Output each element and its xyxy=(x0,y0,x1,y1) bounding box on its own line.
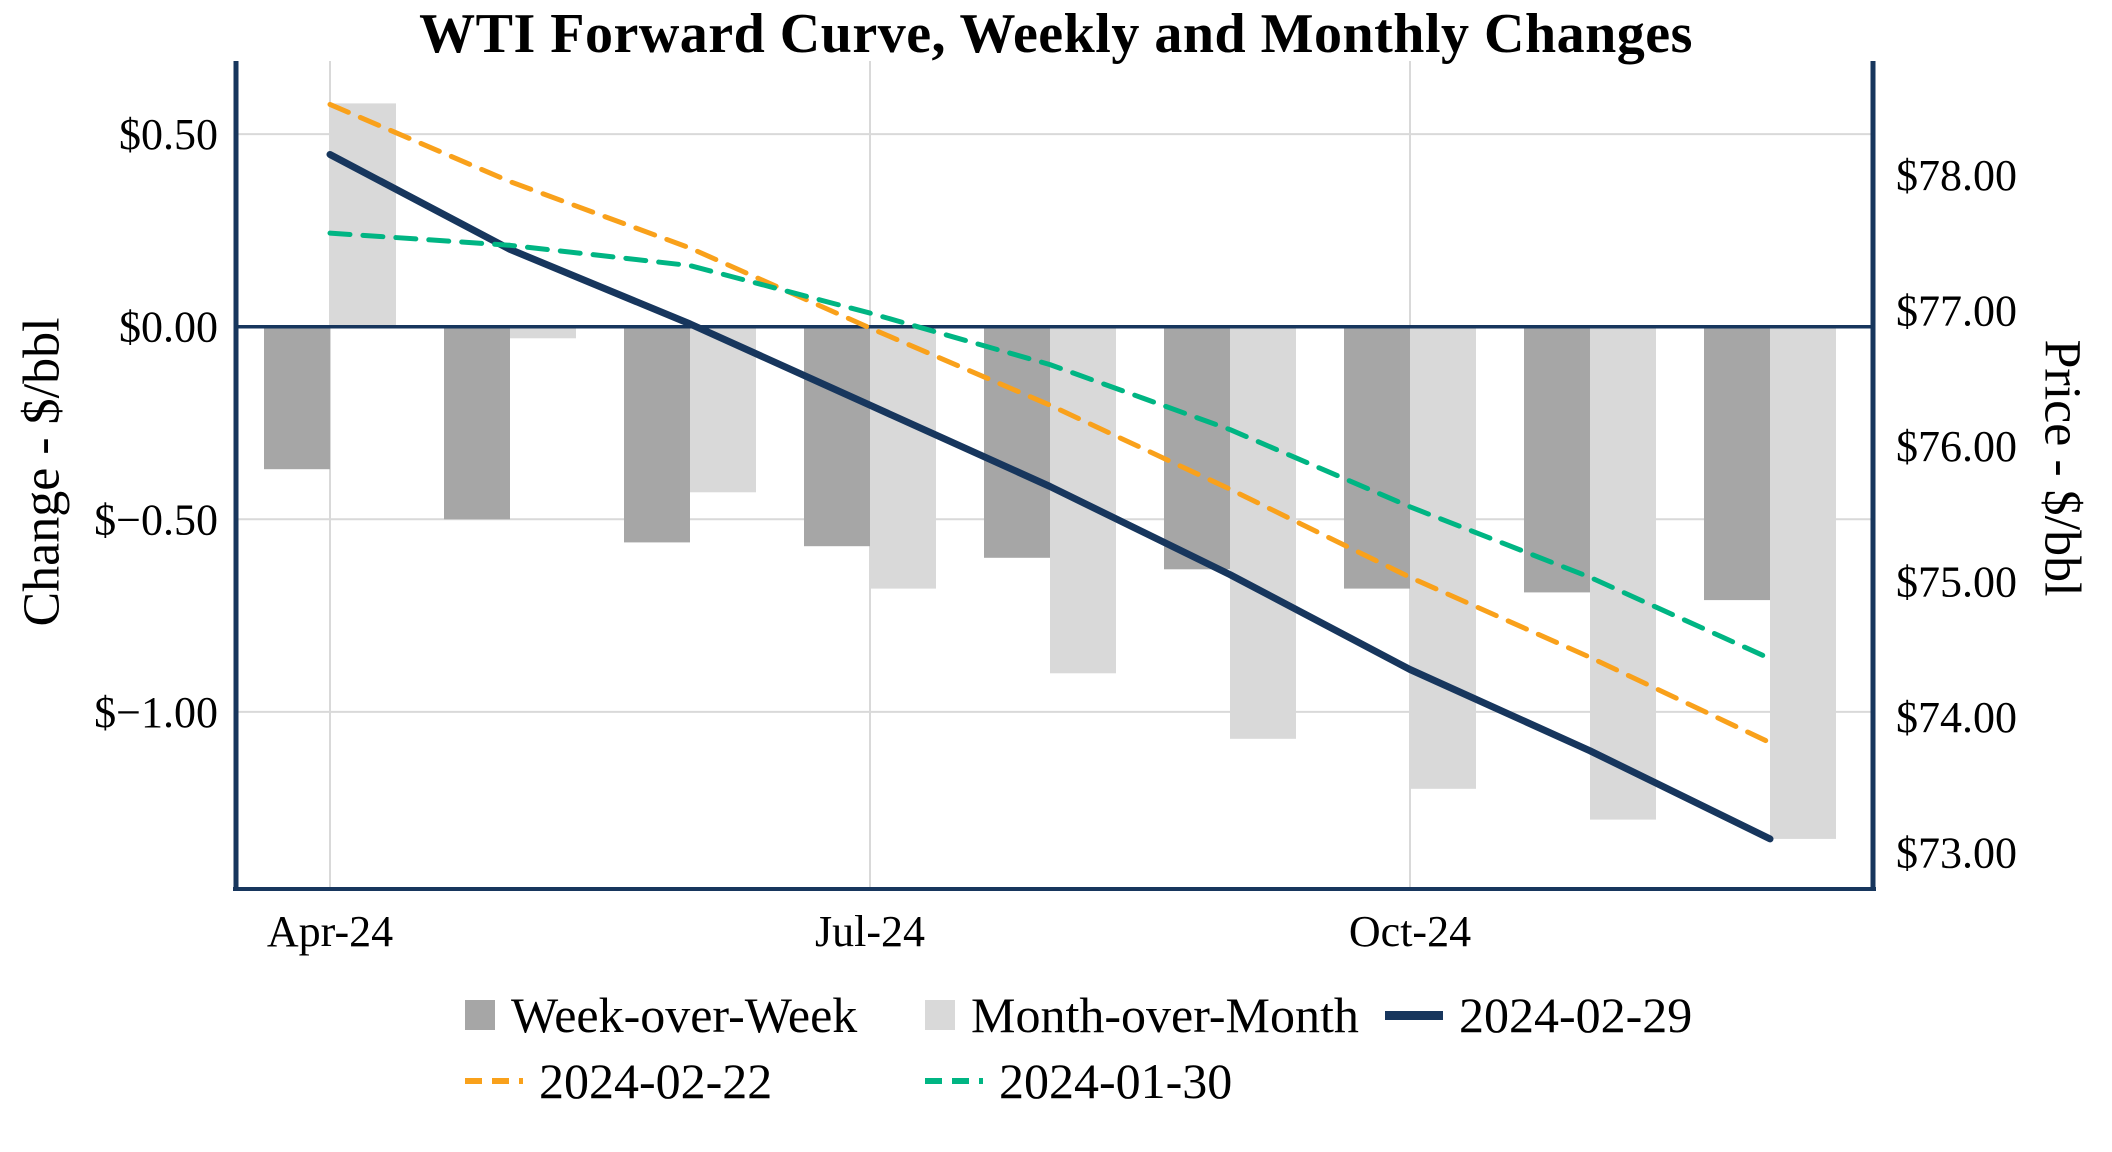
legend: Week-over-Week Month-over-Month 2024-02-… xyxy=(465,982,1945,1114)
bar-wow-Aug-24 xyxy=(984,326,1050,558)
right-tick-label: $74.00 xyxy=(1896,693,2017,742)
bar-wow-Oct-24 xyxy=(1344,326,1410,589)
legend-label-2024-02-29: 2024-02-29 xyxy=(1459,987,1693,1043)
bar-wow-Sep-24 xyxy=(1164,326,1230,570)
bar-mom-Apr-24 xyxy=(330,103,396,327)
month-over-month-swatch-icon xyxy=(925,1000,955,1030)
bar-mom-Jul-24 xyxy=(870,326,936,589)
line-2024-02-22 xyxy=(327,101,1773,746)
chart-title: WTI Forward Curve, Weekly and Monthly Ch… xyxy=(419,3,1693,65)
bar-mom-May-24 xyxy=(510,326,576,339)
line-2024-01-30 xyxy=(327,230,1773,662)
right-tick-label: $77.00 xyxy=(1896,286,2017,335)
legend-label-month-over-month: Month-over-Month xyxy=(971,987,1359,1043)
bar-wow-Apr-24 xyxy=(264,326,330,470)
bar-mom-Sep-24 xyxy=(1230,326,1296,739)
right-tick-label: $75.00 xyxy=(1896,557,2017,606)
legend-item-month-over-month: Month-over-Month xyxy=(925,986,1385,1044)
left-tick-label: $−0.50 xyxy=(94,495,218,544)
x-tick-label: Oct-24 xyxy=(1349,907,1471,956)
bar-wow-May-24 xyxy=(444,326,510,520)
week-over-week-swatch-icon xyxy=(465,1000,495,1030)
legend-label-2024-02-22: 2024-02-22 xyxy=(539,1053,773,1109)
bar-wow-Jul-24 xyxy=(804,326,870,547)
bar-mom-Dec-24 xyxy=(1770,326,1836,839)
x-tick-label: Jul-24 xyxy=(815,907,925,956)
bar-mom-Nov-24 xyxy=(1590,326,1656,820)
left-tick-label: $−1.00 xyxy=(94,688,218,737)
legend-item-2024-01-30: 2024-01-30 xyxy=(925,1052,1385,1110)
left-tick-label: $0.00 xyxy=(119,303,218,352)
line-2024-02-29 xyxy=(326,151,1774,843)
bar-wow-Jun-24 xyxy=(624,326,690,543)
right-tick-label: $76.00 xyxy=(1896,422,2017,471)
x-tick-label: Apr-24 xyxy=(267,907,393,956)
right-tick-label: $78.00 xyxy=(1896,151,2017,200)
legend-item-week-over-week: Week-over-Week xyxy=(465,986,925,1044)
solid-line-swatch-icon xyxy=(1385,1010,1443,1020)
left-tick-label: $0.50 xyxy=(119,110,218,159)
legend-label-2024-01-30: 2024-01-30 xyxy=(999,1053,1233,1109)
legend-label-week-over-week: Week-over-Week xyxy=(511,987,858,1043)
legend-item-2024-02-22: 2024-02-22 xyxy=(465,1052,925,1110)
green-dashed-swatch-icon xyxy=(925,1078,983,1084)
legend-item-2024-02-29: 2024-02-29 xyxy=(1385,986,1945,1044)
bar-wow-Dec-24 xyxy=(1704,326,1770,601)
right-tick-label: $73.00 xyxy=(1896,828,2017,877)
bar-wow-Nov-24 xyxy=(1524,326,1590,593)
bar-mom-Oct-24 xyxy=(1410,326,1476,789)
bar-mom-Jun-24 xyxy=(690,326,756,493)
orange-dashed-swatch-icon xyxy=(465,1078,523,1084)
